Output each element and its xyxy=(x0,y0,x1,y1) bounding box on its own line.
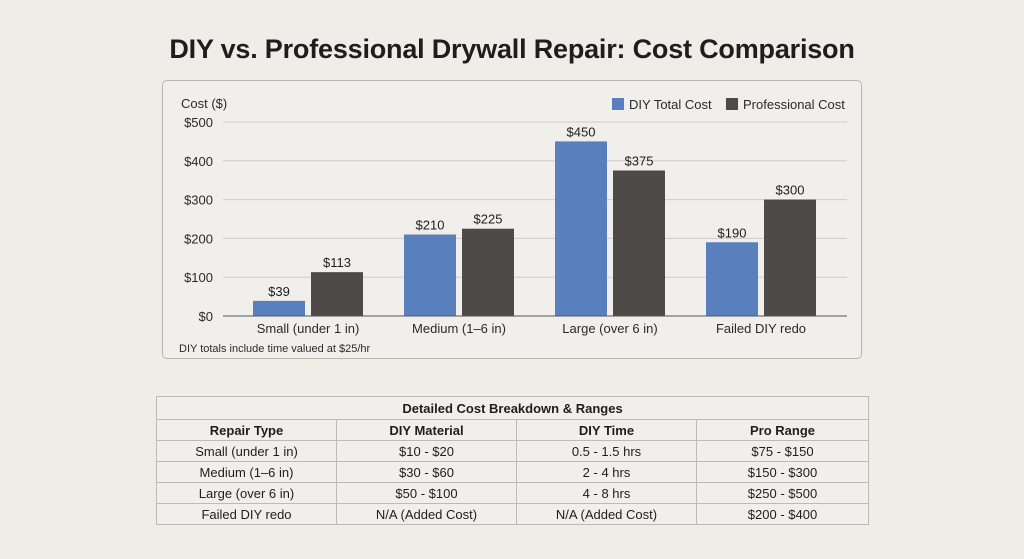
cell-repair-type: Small (under 1 in) xyxy=(156,440,337,462)
cell-diy-time: 4 - 8 hrs xyxy=(516,482,697,504)
cell-pro-range: $250 - $500 xyxy=(695,482,870,504)
page-title: DIY vs. Professional Drywall Repair: Cos… xyxy=(169,34,855,64)
bar-chart: Cost ($) DIY Total Cost Professional Cos… xyxy=(179,96,847,355)
table-row: Large (over 6 in) $50 - $100 4 - 8 hrs $… xyxy=(156,482,870,504)
cell-pro-range: $75 - $150 xyxy=(695,440,870,462)
bar-label-pro: $113 xyxy=(323,255,351,270)
table-caption: Detailed Cost Breakdown & Ranges xyxy=(155,396,870,420)
header-diy-material: DIY Material xyxy=(336,419,517,441)
header-pro-range: Pro Range xyxy=(695,419,870,441)
bar-pro xyxy=(613,170,665,316)
y-tick-label: $0 xyxy=(199,309,213,324)
cell-diy-time: N/A (Added Cost) xyxy=(516,503,697,525)
bar-label-pro: $375 xyxy=(625,154,654,169)
bars xyxy=(253,141,816,316)
cell-pro-range: $150 - $300 xyxy=(695,461,870,483)
legend-label-diy: DIY Total Cost xyxy=(629,97,712,112)
bar-label-pro: $225 xyxy=(474,212,503,227)
cost-breakdown-table: Detailed Cost Breakdown & Ranges Repair … xyxy=(155,396,870,525)
cell-pro-range: $200 - $400 xyxy=(695,503,870,525)
cell-diy-material: $50 - $100 xyxy=(336,482,517,504)
table-row: Small (under 1 in) $10 - $20 0.5 - 1.5 h… xyxy=(156,440,870,462)
y-tick-label: $500 xyxy=(184,115,213,130)
y-tick-label: $400 xyxy=(184,154,213,169)
x-category-label: Large (over 6 in) xyxy=(562,321,657,336)
legend-label-pro: Professional Cost xyxy=(743,97,845,112)
header-repair-type: Repair Type xyxy=(156,419,337,441)
legend-swatch-pro xyxy=(726,98,738,110)
bar-pro xyxy=(462,228,514,316)
x-category-label: Failed DIY redo xyxy=(716,321,806,336)
bar-label-diy: $210 xyxy=(416,218,445,233)
bar-label-diy: $190 xyxy=(718,225,747,240)
x-axis-categories: Small (under 1 in) Medium (1–6 in) Large (… xyxy=(257,321,806,336)
cell-diy-material: $30 - $60 xyxy=(336,461,517,483)
y-axis-label: Cost ($) xyxy=(181,96,227,111)
cell-repair-type: Failed DIY redo xyxy=(156,503,337,525)
cell-repair-type: Medium (1–6 in) xyxy=(156,461,337,483)
table-header-row: Repair Type DIY Material DIY Time Pro Ra… xyxy=(156,419,870,441)
legend: DIY Total Cost Professional Cost xyxy=(612,97,845,112)
bar-diy xyxy=(404,234,456,316)
bar-pro xyxy=(311,272,363,316)
bar-value-labels: $39 $113 $210 $225 $450 $375 $190 $300 xyxy=(268,124,804,298)
x-category-label: Small (under 1 in) xyxy=(257,321,360,336)
y-tick-label: $200 xyxy=(184,231,213,246)
cell-diy-time: 0.5 - 1.5 hrs xyxy=(516,440,697,462)
y-tick-label: $300 xyxy=(184,193,213,208)
chart-panel: Cost ($) DIY Total Cost Professional Cos… xyxy=(162,80,862,359)
table-row: Failed DIY redo N/A (Added Cost) N/A (Ad… xyxy=(156,503,870,525)
cell-diy-time: 2 - 4 hrs xyxy=(516,461,697,483)
bar-pro xyxy=(764,199,816,316)
bar-label-diy: $450 xyxy=(567,124,596,139)
legend-swatch-diy xyxy=(612,98,624,110)
bar-diy xyxy=(253,300,305,316)
bar-label-pro: $300 xyxy=(776,183,805,198)
chart-footnote: DIY totals include time valued at $25/hr xyxy=(179,343,371,355)
x-category-label: Medium (1–6 in) xyxy=(412,321,506,336)
cell-repair-type: Large (over 6 in) xyxy=(156,482,337,504)
y-axis-ticks: $0 $100 $200 $300 $400 $500 xyxy=(184,115,213,324)
bar-label-diy: $39 xyxy=(268,284,290,299)
cell-diy-material: N/A (Added Cost) xyxy=(336,503,517,525)
bar-diy xyxy=(706,242,758,316)
table-row: Medium (1–6 in) $30 - $60 2 - 4 hrs $150… xyxy=(156,461,870,483)
y-tick-label: $100 xyxy=(184,270,213,285)
cell-diy-material: $10 - $20 xyxy=(336,440,517,462)
bar-diy xyxy=(555,141,607,316)
header-diy-time: DIY Time xyxy=(516,419,697,441)
